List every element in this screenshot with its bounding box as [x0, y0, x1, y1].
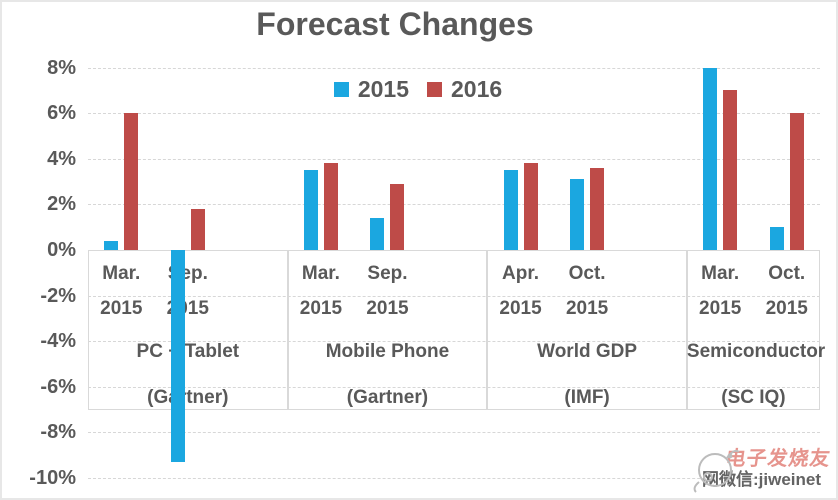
legend-swatch-2015	[333, 82, 349, 97]
category-box	[487, 250, 687, 410]
bar-2015	[769, 227, 784, 250]
gridline	[88, 341, 820, 343]
period-label: Sep. 2015	[166, 263, 209, 319]
gridline	[88, 158, 820, 160]
bar-2016	[523, 163, 538, 250]
category-box	[88, 250, 288, 410]
legend-label-2016: 2016	[451, 76, 503, 102]
category-box	[287, 250, 488, 410]
bar-2016	[190, 208, 205, 250]
gridline	[88, 295, 820, 297]
watermark: 电子发烧友 网微信:jiweinet	[688, 442, 838, 496]
gridline	[88, 204, 820, 206]
y-axis-tick-label: -2%	[40, 284, 76, 307]
bar-2015	[370, 218, 385, 250]
period-label: Oct. 2015	[565, 263, 609, 319]
watermark-wechat-text: 网微信:jiweinet	[702, 470, 822, 489]
period-label: Mar. 2015	[299, 263, 343, 319]
y-axis-tick-label: 0%	[47, 239, 76, 261]
gridline	[88, 113, 820, 115]
legend-swatch-2016	[427, 82, 442, 97]
y-axis-tick-label: -8%	[40, 421, 76, 444]
bar-2016	[323, 163, 338, 250]
bar-2016	[789, 113, 804, 250]
y-axis-tick-label: 8%	[47, 56, 76, 79]
bar-2015	[570, 179, 585, 250]
watermark-mascot-icon	[693, 449, 740, 493]
period-label: Mar. 2015	[699, 263, 742, 319]
legend-item-2015: 2015	[333, 76, 409, 103]
gridline	[88, 432, 820, 434]
y-axis-tick-label: -4%	[40, 330, 76, 353]
group-name-label: Mobile Phone	[325, 341, 450, 362]
group-name-label: PC + Tablet	[136, 341, 240, 362]
period-label: Apr. 2015	[499, 263, 542, 319]
y-axis-tick-label: 2%	[47, 193, 76, 216]
chart-title: Forecast Changes	[256, 6, 534, 42]
bar-2016	[390, 183, 405, 250]
group-source-label: (SC IQ)	[721, 387, 786, 408]
legend-label-2015: 2015	[357, 76, 409, 102]
y-axis-tick-label: 6%	[47, 102, 76, 125]
bar-2015	[303, 170, 318, 250]
bar-2015	[104, 240, 119, 250]
legend-item-2016: 2016	[427, 76, 502, 103]
period-label: Mar. 2015	[100, 263, 143, 319]
y-axis-tick-label: -6%	[40, 375, 76, 398]
group-name-label: Semiconductor	[686, 341, 826, 362]
period-label: Oct. 2015	[765, 263, 808, 319]
bar-2015	[170, 250, 185, 463]
bar-2016	[590, 167, 605, 250]
chart-legend: 2015 2016	[248, 76, 588, 103]
bar-2016	[124, 113, 139, 250]
gridline	[88, 67, 820, 69]
y-axis-tick-label: 4%	[47, 147, 76, 170]
group-source-label: (Gartner)	[147, 387, 229, 408]
bar-2015	[703, 67, 718, 250]
bar-2016	[723, 90, 738, 250]
category-box	[686, 250, 820, 410]
gridline	[88, 478, 820, 479]
group-source-label: (IMF)	[564, 387, 610, 408]
group-name-label: World GDP	[537, 341, 638, 362]
period-label: Sep. 2015	[366, 263, 409, 319]
bar-2015	[503, 170, 518, 250]
gridline	[88, 386, 820, 388]
y-axis-tick-label: -10%	[29, 467, 76, 489]
group-source-label: (Gartner)	[346, 387, 429, 408]
